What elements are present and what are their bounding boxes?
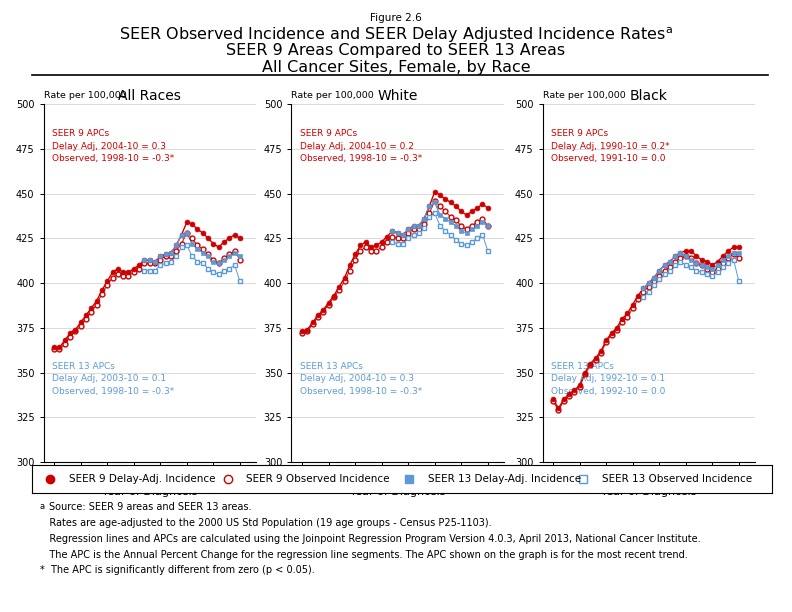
Text: SEER 9 APCs
Delay Adj, 1990-10 = 0.2*
Observed, 1991-10 = 0.0: SEER 9 APCs Delay Adj, 1990-10 = 0.2* Ob… xyxy=(551,129,669,163)
Text: SEER 13 Observed Incidence: SEER 13 Observed Incidence xyxy=(602,474,752,483)
Text: All Cancer Sites, Female, by Race: All Cancer Sites, Female, by Race xyxy=(261,60,531,75)
Title: White: White xyxy=(378,89,417,103)
Text: SEER 9 Delay-Adj. Incidence: SEER 9 Delay-Adj. Incidence xyxy=(69,474,215,483)
Text: Rates are age-adjusted to the 2000 US Std Population (19 age groups - Census P25: Rates are age-adjusted to the 2000 US St… xyxy=(40,518,491,528)
X-axis label: Year of Diagnosis: Year of Diagnosis xyxy=(601,487,696,497)
Text: SEER 13 APCs
Delay Adj, 2003-10 = 0.1
Observed, 1998-10 = -0.3*: SEER 13 APCs Delay Adj, 2003-10 = 0.1 Ob… xyxy=(52,362,174,396)
Text: SEER 9 APCs
Delay Adj, 2004-10 = 0.3
Observed, 1998-10 = -0.3*: SEER 9 APCs Delay Adj, 2004-10 = 0.3 Obs… xyxy=(52,129,174,163)
Text: SEER Observed Incidence and SEER Delay Adjusted Incidence Rates$\mathregular{^a}: SEER Observed Incidence and SEER Delay A… xyxy=(119,26,673,45)
Text: SEER 9 APCs
Delay Adj, 2004-10 = 0.2
Observed, 1998-10 = -0.3*: SEER 9 APCs Delay Adj, 2004-10 = 0.2 Obs… xyxy=(300,129,422,163)
Text: SEER 9 Observed Incidence: SEER 9 Observed Incidence xyxy=(246,474,390,483)
Text: Rate per 100,000: Rate per 100,000 xyxy=(543,91,625,100)
X-axis label: Year of Diagnosis: Year of Diagnosis xyxy=(350,487,445,497)
Text: SEER 13 APCs
Delay Adj, 1992-10 = 0.1
Observed, 1992-10 = 0.0: SEER 13 APCs Delay Adj, 1992-10 = 0.1 Ob… xyxy=(551,362,665,396)
Text: *  The APC is significantly different from zero (p < 0.05).: * The APC is significantly different fro… xyxy=(40,565,314,575)
Text: Figure 2.6: Figure 2.6 xyxy=(370,13,422,23)
Text: Regression lines and APCs are calculated using the Joinpoint Regression Program : Regression lines and APCs are calculated… xyxy=(40,534,700,543)
Text: SEER 13 APCs
Delay Adj, 2004-10 = 0.3
Observed, 1998-10 = -0.3*: SEER 13 APCs Delay Adj, 2004-10 = 0.3 Ob… xyxy=(300,362,422,396)
Text: The APC is the Annual Percent Change for the regression line segments. The APC s: The APC is the Annual Percent Change for… xyxy=(40,550,687,559)
Text: a: a xyxy=(40,502,44,511)
Text: Source: SEER 9 areas and SEER 13 areas.: Source: SEER 9 areas and SEER 13 areas. xyxy=(49,502,252,512)
Title: All Races: All Races xyxy=(118,89,181,103)
Text: Rate per 100,000: Rate per 100,000 xyxy=(44,91,126,100)
Text: SEER 13 Delay-Adj. Incidence: SEER 13 Delay-Adj. Incidence xyxy=(428,474,581,483)
Text: Rate per 100,000: Rate per 100,000 xyxy=(291,91,374,100)
Text: SEER 9 Areas Compared to SEER 13 Areas: SEER 9 Areas Compared to SEER 13 Areas xyxy=(227,43,565,58)
Title: Black: Black xyxy=(630,89,668,103)
X-axis label: Year of Diagnosis: Year of Diagnosis xyxy=(102,487,197,497)
